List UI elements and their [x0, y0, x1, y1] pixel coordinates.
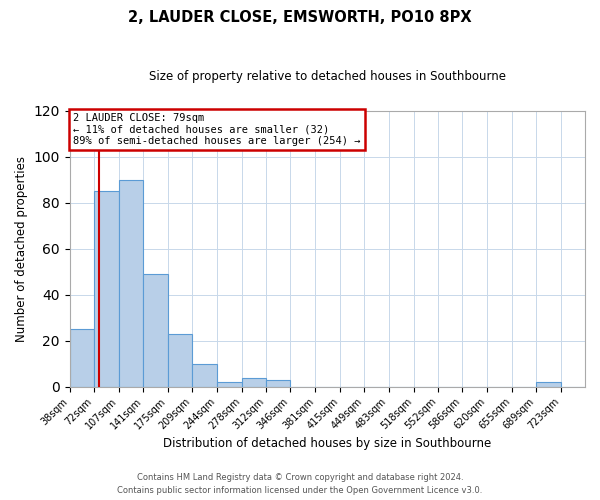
Bar [266, 380, 290, 386]
Y-axis label: Number of detached properties: Number of detached properties [15, 156, 28, 342]
Text: 2, LAUDER CLOSE, EMSWORTH, PO10 8PX: 2, LAUDER CLOSE, EMSWORTH, PO10 8PX [128, 10, 472, 25]
Bar [168, 334, 192, 386]
Bar [70, 329, 94, 386]
Text: Contains HM Land Registry data © Crown copyright and database right 2024.
Contai: Contains HM Land Registry data © Crown c… [118, 473, 482, 495]
Bar [217, 382, 242, 386]
Bar [94, 191, 119, 386]
Text: 2 LAUDER CLOSE: 79sqm
← 11% of detached houses are smaller (32)
89% of semi-deta: 2 LAUDER CLOSE: 79sqm ← 11% of detached … [73, 113, 361, 146]
Bar [242, 378, 266, 386]
Bar [143, 274, 168, 386]
Title: Size of property relative to detached houses in Southbourne: Size of property relative to detached ho… [149, 70, 506, 83]
Bar [536, 382, 560, 386]
Bar [192, 364, 217, 386]
Bar [119, 180, 143, 386]
X-axis label: Distribution of detached houses by size in Southbourne: Distribution of detached houses by size … [163, 437, 491, 450]
